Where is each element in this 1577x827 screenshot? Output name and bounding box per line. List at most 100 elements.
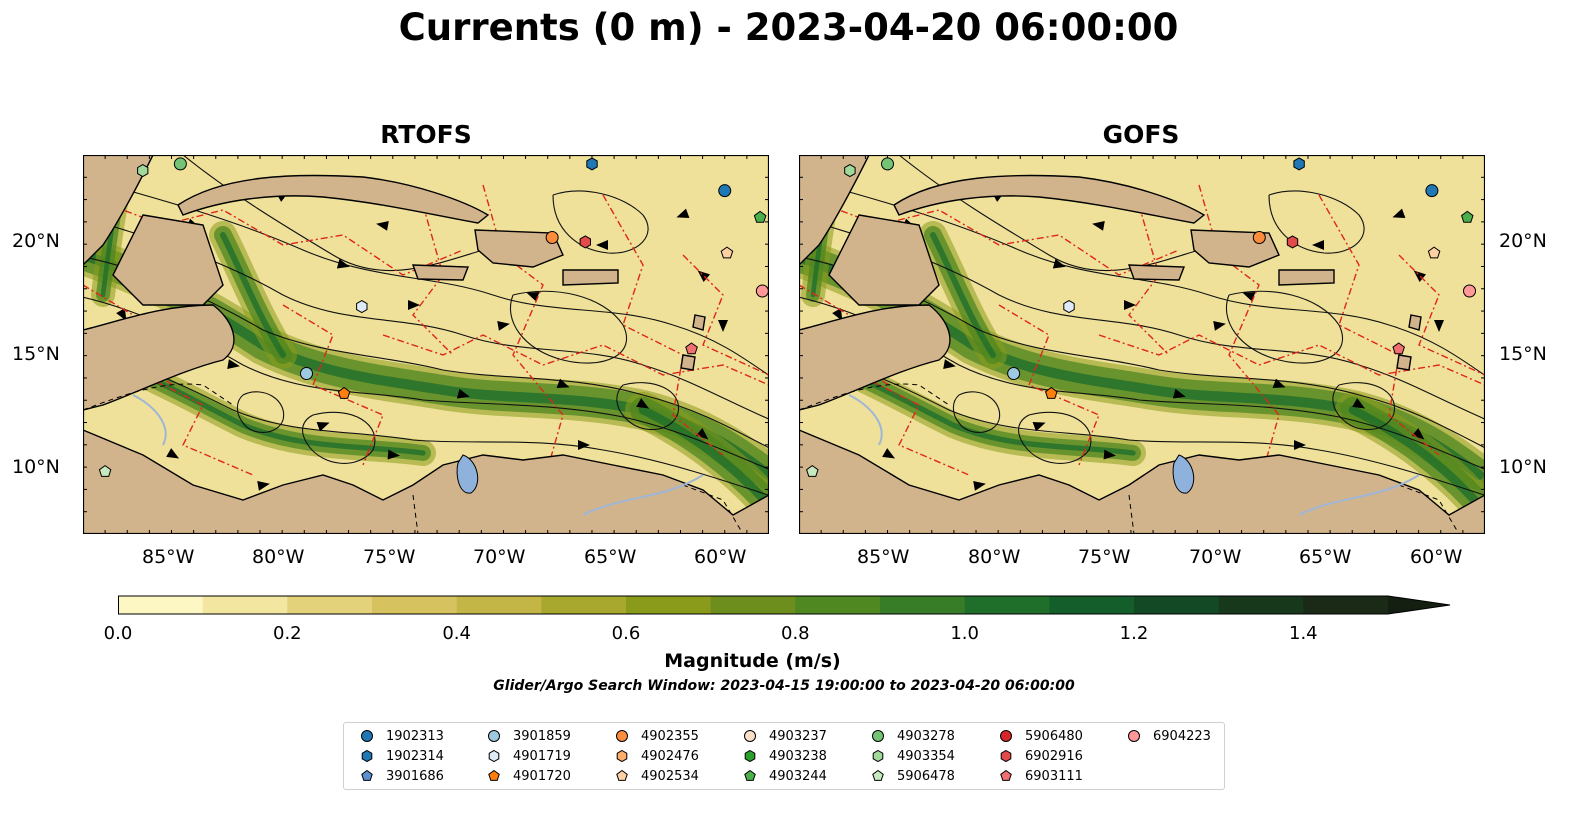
legend-item-1902313: 1902313: [360, 727, 444, 745]
float-marker-4903278[interactable]: [173, 157, 187, 171]
legend-label: 6902916: [1025, 748, 1083, 764]
colorbar-segment: [795, 596, 881, 614]
float-marker-1902313[interactable]: [718, 184, 732, 198]
rtofs-map[interactable]: [83, 155, 769, 534]
legend-item-6902916: 6902916: [999, 747, 1083, 765]
float-marker-3901859[interactable]: [1007, 366, 1021, 380]
colorbar-tick-label: 0.8: [781, 623, 810, 644]
float-marker-6904223[interactable]: [1463, 284, 1477, 298]
legend-label: 4903237: [769, 728, 827, 744]
legend-label: 4902355: [641, 728, 699, 744]
colorbar-tick-label: 0.4: [442, 623, 471, 644]
colorbar-segment: [287, 596, 373, 614]
float-marker-4903244[interactable]: [753, 210, 767, 223]
hexagon-marker-icon: [744, 749, 756, 763]
float-marker-1902313[interactable]: [1425, 184, 1439, 198]
float-marker-5906478[interactable]: [98, 464, 112, 477]
figure-title: Currents (0 m) - 2023-04-20 06:00:00: [398, 6, 1179, 49]
lat-label-15n-left: 15°N: [12, 343, 60, 365]
legend-label: 5906478: [897, 768, 955, 784]
colorbar-tick-label: 1.2: [1119, 623, 1149, 644]
pentagon-marker-icon: [744, 769, 756, 781]
float-marker-4903354[interactable]: [137, 164, 149, 178]
float-marker-6902916[interactable]: [579, 235, 591, 249]
float-marker-4901719[interactable]: [356, 300, 368, 314]
legend-item-3901859: 3901859: [487, 727, 571, 745]
float-marker-6902916[interactable]: [1286, 235, 1299, 249]
lat-label-10n-right: 10°N: [1499, 456, 1547, 478]
legend-label: 4902534: [641, 768, 699, 784]
float-marker-4901720[interactable]: [1045, 386, 1058, 399]
lat-label-10n-left: 10°N: [12, 456, 60, 478]
legend-label: 1902314: [386, 748, 444, 764]
lon-label-70w-gofs: 70°W: [1189, 546, 1242, 568]
colorbar-segment: [1134, 596, 1220, 614]
float-marker-6904223[interactable]: [755, 284, 769, 298]
float-marker-4902355[interactable]: [545, 230, 559, 244]
hexagon-marker-icon: [488, 749, 500, 763]
float-marker-1902314[interactable]: [1293, 157, 1305, 171]
legend-label: 4902476: [641, 748, 699, 764]
colorbar-segment: [372, 596, 458, 614]
float-marker-4902534[interactable]: [1427, 246, 1441, 259]
circle-marker-icon: [361, 730, 373, 742]
hexagon-marker-icon: [361, 749, 373, 763]
colorbar-segment: [964, 596, 1050, 614]
legend-item-4903354: 4903354: [871, 747, 955, 765]
lon-label-60w-rtofs: 60°W: [694, 546, 747, 568]
float-marker-4901719[interactable]: [1063, 300, 1075, 314]
legend-item-6904223: 6904223: [1127, 727, 1211, 745]
legend-item-4903238: 4903238: [743, 747, 827, 765]
colorbar-segment: [202, 596, 288, 614]
colorbar-tick-label: 0.0: [103, 623, 133, 644]
pentagon-marker-icon: [616, 769, 628, 781]
float-marker-3901859[interactable]: [300, 366, 314, 380]
legend-label: 5906480: [1025, 728, 1083, 744]
legend-label: 4903354: [897, 748, 955, 764]
legend-item-4903237: 4903237: [743, 727, 827, 745]
pentagon-marker-icon: [1000, 769, 1012, 781]
legend-label: 1902313: [386, 728, 444, 744]
float-marker-4903354[interactable]: [844, 164, 856, 178]
lon-label-70w-rtofs: 70°W: [473, 546, 526, 568]
legend-label: 4903278: [897, 728, 955, 744]
circle-marker-icon: [872, 730, 884, 742]
colorbar-segment: [710, 596, 796, 614]
pentagon-marker-icon: [488, 769, 500, 781]
lon-label-80w-rtofs: 80°W: [252, 546, 305, 568]
legend-label: 6904223: [1153, 728, 1211, 744]
legend-label: 4901720: [513, 768, 571, 784]
float-marker-4903244[interactable]: [1461, 210, 1474, 223]
lon-label-60w-gofs: 60°W: [1410, 546, 1463, 568]
lon-label-80w-gofs: 80°W: [968, 546, 1021, 568]
legend-item-6903111: 6903111: [999, 767, 1083, 785]
float-marker-1902314[interactable]: [586, 157, 598, 171]
float-marker-6903111[interactable]: [685, 342, 698, 355]
colorbar-segment: [541, 596, 627, 614]
pentagon-marker-icon: [872, 769, 884, 781]
legend-item-4902534: 4902534: [615, 767, 699, 785]
lat-label-20n-right: 20°N: [1499, 230, 1547, 252]
float-marker-6903111[interactable]: [1392, 342, 1405, 355]
colorbar-segment: [118, 596, 204, 614]
legend-item-4901719: 4901719: [487, 747, 571, 765]
legend-label: 6903111: [1025, 768, 1083, 784]
float-marker-4903278[interactable]: [881, 157, 895, 171]
float-marker-4902355[interactable]: [1252, 230, 1266, 244]
lon-label-75w-gofs: 75°W: [1078, 546, 1131, 568]
circle-marker-icon: [488, 730, 500, 742]
float-marker-5906478[interactable]: [806, 464, 819, 477]
legend-item-5906478: 5906478: [871, 767, 955, 785]
colorbar-label: Magnitude (m/s): [664, 650, 841, 672]
legend-item-4902476: 4902476: [615, 747, 699, 765]
search-window-text: Glider/Argo Search Window: 2023-04-15 19…: [493, 678, 1075, 694]
colorbar-segment: [456, 596, 542, 614]
float-marker-4902534[interactable]: [720, 246, 734, 259]
panel-title-gofs: GOFS: [1102, 120, 1180, 149]
float-marker-4901720[interactable]: [337, 386, 351, 399]
legend-item-3901686: 3901686: [360, 767, 444, 785]
gofs-map[interactable]: [799, 155, 1485, 534]
panel-title-rtofs: RTOFS: [380, 120, 472, 149]
colorbar-tick-label: 1.0: [950, 623, 979, 644]
lon-label-85w-gofs: 85°W: [857, 546, 910, 568]
